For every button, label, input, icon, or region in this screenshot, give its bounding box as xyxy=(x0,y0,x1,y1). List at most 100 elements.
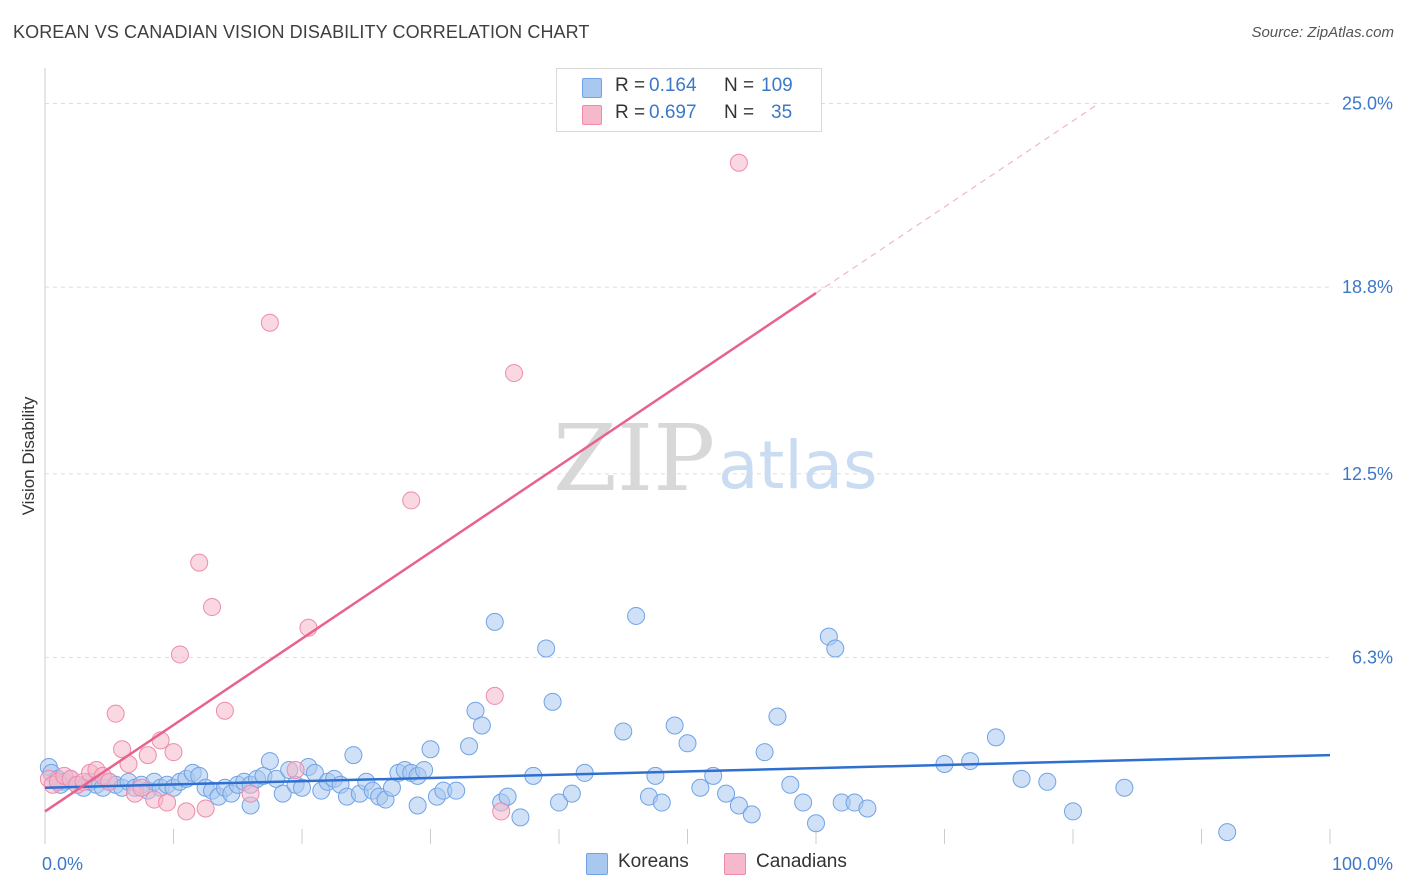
canadian-point[interactable] xyxy=(132,778,151,797)
canadian-point[interactable] xyxy=(286,760,305,779)
y-tick-label: 6.3% xyxy=(1352,647,1393,667)
korean-point[interactable] xyxy=(729,796,748,815)
korean-point[interactable] xyxy=(742,805,761,824)
x-tick-label: 0.0% xyxy=(42,854,83,874)
y-tick-label: 12.5% xyxy=(1342,464,1393,484)
legend-stats: R = 0.164 N = 109 R = 0.697 N = 35 xyxy=(556,68,822,132)
legend-n-value: 35 xyxy=(771,102,793,123)
korean-point[interactable] xyxy=(794,793,813,812)
korean-point[interactable] xyxy=(807,814,825,833)
korean-point[interactable] xyxy=(260,752,279,771)
korean-point[interactable] xyxy=(273,784,292,803)
legend-label-koreans: Koreans xyxy=(618,851,689,872)
y-axis-label: Vision Disability xyxy=(19,396,38,515)
x-tick-labels: 0.0% 100.0% xyxy=(42,854,1393,874)
korean-point[interactable] xyxy=(421,740,440,759)
korean-point[interactable] xyxy=(755,743,774,762)
legend-row-canadians: R = 0.697 N = 35 xyxy=(557,102,821,128)
canadian-point[interactable] xyxy=(203,598,222,617)
korean-point[interactable] xyxy=(781,775,800,794)
trend-line-koreans xyxy=(44,753,1331,789)
legend-r-label: R = xyxy=(615,75,646,96)
canadian-point[interactable] xyxy=(505,364,524,383)
korean-point[interactable] xyxy=(768,707,787,726)
korean-point[interactable] xyxy=(665,716,684,735)
canadian-point[interactable] xyxy=(241,784,260,803)
canadian-point[interactable] xyxy=(260,313,279,332)
korean-point[interactable] xyxy=(485,612,504,631)
korean-point[interactable] xyxy=(344,746,363,765)
korean-point[interactable] xyxy=(511,808,530,827)
canadian-point[interactable] xyxy=(492,802,511,821)
series-canadians xyxy=(39,153,748,821)
korean-point[interactable] xyxy=(293,778,311,797)
korean-point[interactable] xyxy=(1038,772,1057,791)
korean-point[interactable] xyxy=(961,752,980,771)
legend-swatch-koreans xyxy=(582,78,602,98)
legend-row-koreans: R = 0.164 N = 109 xyxy=(557,75,821,101)
watermark: ZIP atlas xyxy=(553,405,878,512)
korean-point[interactable] xyxy=(460,737,479,756)
canadian-point[interactable] xyxy=(215,701,234,720)
legend-swatch-canadians xyxy=(582,105,602,125)
canadian-point[interactable] xyxy=(170,645,189,664)
canadian-point[interactable] xyxy=(106,704,125,723)
korean-point[interactable] xyxy=(826,639,845,658)
legend-n-label: N = xyxy=(724,75,755,96)
trend-line-canadians xyxy=(44,292,817,813)
legend-swatch-koreans xyxy=(586,853,608,875)
korean-point[interactable] xyxy=(1012,769,1031,788)
korean-point[interactable] xyxy=(1115,778,1134,797)
canadian-point[interactable] xyxy=(100,772,119,791)
korean-point[interactable] xyxy=(678,734,697,753)
canadian-point[interactable] xyxy=(196,799,215,818)
canadian-point[interactable] xyxy=(113,740,132,759)
y-tick-labels: 6.3% 12.5% 18.8% 25.0% xyxy=(1342,94,1393,668)
canadian-point[interactable] xyxy=(729,153,748,172)
korean-point[interactable] xyxy=(986,728,1005,747)
canadian-point[interactable] xyxy=(138,746,157,765)
canadian-point[interactable] xyxy=(190,553,209,572)
canadian-point[interactable] xyxy=(485,686,504,705)
korean-point[interactable] xyxy=(537,639,556,658)
legend-n-label: N = xyxy=(724,102,755,123)
canadian-point[interactable] xyxy=(402,491,421,510)
x-tick-label: 100.0% xyxy=(1332,854,1393,874)
korean-point[interactable] xyxy=(550,793,568,812)
korean-point[interactable] xyxy=(415,760,434,779)
canadian-point[interactable] xyxy=(177,802,196,821)
legend-r-label: R = xyxy=(615,102,646,123)
korean-point[interactable] xyxy=(858,799,877,818)
legend-label-canadians: Canadians xyxy=(756,851,847,872)
canadian-point[interactable] xyxy=(158,793,177,812)
korean-point[interactable] xyxy=(466,701,485,720)
korean-point[interactable] xyxy=(472,716,491,735)
korean-point[interactable] xyxy=(717,784,736,803)
korean-point[interactable] xyxy=(614,722,633,741)
series-koreans xyxy=(39,606,1237,842)
trend-lines xyxy=(44,103,1331,813)
y-tick-label: 18.8% xyxy=(1342,277,1393,297)
korean-point[interactable] xyxy=(1218,823,1237,842)
legend-swatch-canadians xyxy=(724,853,746,875)
chart-source[interactable]: Source: ZipAtlas.com xyxy=(1251,24,1394,41)
canadian-point[interactable] xyxy=(164,743,183,762)
legend-r-value: 0.164 xyxy=(649,75,697,96)
chart-title: KOREAN VS CANADIAN VISION DISABILITY COR… xyxy=(13,22,590,42)
korean-point[interactable] xyxy=(498,787,517,806)
korean-point[interactable] xyxy=(1064,802,1082,821)
korean-point[interactable] xyxy=(691,778,710,797)
korean-point[interactable] xyxy=(562,784,581,803)
watermark-zip: ZIP xyxy=(553,405,715,512)
korean-point[interactable] xyxy=(447,781,466,800)
legend-n-value: 109 xyxy=(761,75,793,96)
korean-point[interactable] xyxy=(646,766,665,785)
korean-point[interactable] xyxy=(627,606,646,625)
korean-point[interactable] xyxy=(652,793,671,812)
korean-point[interactable] xyxy=(408,796,427,815)
y-tick-label: 25.0% xyxy=(1342,94,1393,114)
korean-point[interactable] xyxy=(543,692,562,711)
legend-r-value: 0.697 xyxy=(649,102,697,123)
watermark-atlas: atlas xyxy=(718,427,878,504)
